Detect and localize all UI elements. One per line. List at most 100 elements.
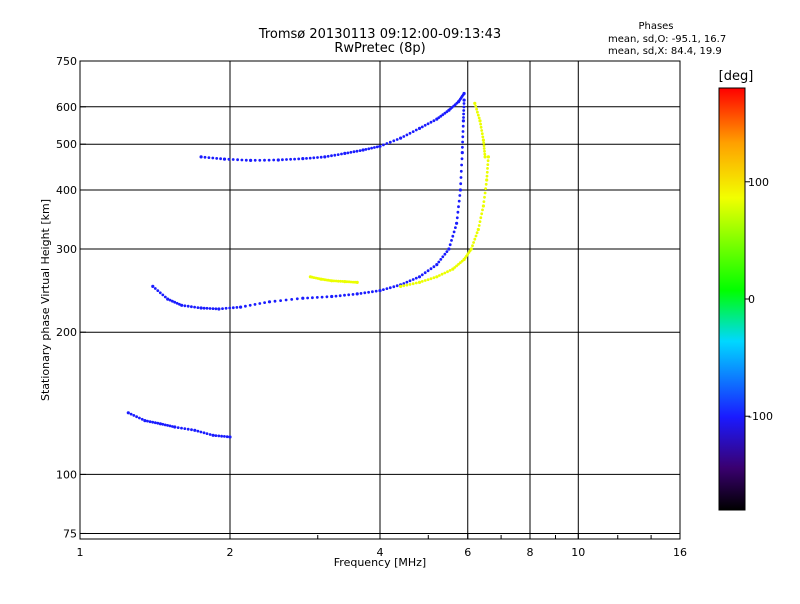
scatter-point	[426, 122, 430, 126]
scatter-point	[483, 191, 487, 195]
scatter-point	[405, 280, 409, 284]
scatter-point	[483, 152, 487, 156]
scatter-point	[332, 279, 336, 283]
scatter-point	[378, 144, 382, 148]
scatter-point	[385, 142, 389, 145]
scatter-point	[472, 241, 475, 244]
scatter-point	[411, 282, 415, 286]
scatter-point	[477, 116, 481, 120]
scatter-point	[486, 163, 490, 167]
scatter-point	[423, 271, 427, 275]
scatter-point	[399, 284, 403, 288]
scatter-point	[367, 147, 371, 151]
scatter-point	[374, 289, 378, 293]
scatter-point	[420, 125, 424, 129]
scatter-point	[263, 301, 266, 304]
scatter-point	[477, 224, 481, 227]
scatter-point	[285, 158, 288, 161]
scatter-point	[305, 157, 308, 160]
scatter-point	[208, 307, 212, 310]
scatter-point	[462, 102, 466, 105]
scatter-point	[140, 417, 144, 421]
scatter-point	[443, 252, 447, 256]
scatter-point	[417, 275, 422, 279]
scatter-point	[196, 429, 200, 433]
scatter-point	[455, 264, 458, 268]
scatter-point	[205, 432, 209, 435]
scatter-point	[420, 273, 424, 277]
scatter-point	[423, 123, 427, 127]
scatter-point	[203, 155, 207, 159]
scatter-point	[334, 294, 338, 298]
scatter-point	[178, 302, 181, 306]
y-tick-label: 600	[56, 101, 77, 114]
scatter-point	[349, 150, 353, 154]
scatter-point	[267, 300, 272, 304]
colorbar-label: [deg]	[719, 69, 754, 84]
scatter-point	[475, 107, 478, 111]
scatter-point	[330, 294, 334, 299]
scatter-point	[183, 304, 187, 308]
x-tick-label: 8	[527, 546, 534, 559]
scatter-point	[311, 296, 314, 300]
scatter-point	[228, 306, 232, 310]
scatter-point	[190, 305, 193, 309]
scatter-point	[481, 135, 485, 139]
scatter-point	[435, 275, 439, 279]
scatter-point	[417, 280, 422, 284]
scatter-point	[258, 302, 262, 305]
scatter-point	[462, 98, 466, 102]
scatter-point	[217, 434, 221, 438]
scatter-point	[359, 292, 363, 295]
scatter-point	[364, 148, 368, 151]
scatter-point	[441, 113, 445, 117]
scatter-point	[301, 296, 305, 300]
scatter-point	[343, 151, 347, 155]
scatter-point	[325, 295, 329, 299]
scatter-point	[330, 154, 333, 158]
scatter-point	[351, 280, 355, 284]
scatter-point	[207, 156, 211, 160]
scatter-point	[193, 428, 197, 432]
scatter-point	[435, 263, 439, 267]
data-points	[126, 91, 490, 439]
scatter-point	[153, 287, 157, 290]
scatter-point	[156, 421, 160, 425]
scatter-point	[231, 158, 235, 161]
scatter-point	[456, 210, 460, 214]
scatter-point	[473, 237, 477, 241]
y-tick-label: 100	[56, 468, 77, 481]
scatter-point	[478, 119, 482, 123]
scatter-point	[336, 279, 340, 283]
scatter-point	[454, 226, 457, 230]
scatter-point	[474, 234, 478, 238]
scatter-point	[457, 199, 461, 203]
scatter-point	[458, 188, 462, 192]
scatter-point	[253, 303, 257, 306]
scatter-point	[432, 119, 436, 123]
scatter-point	[180, 303, 184, 307]
scatter-point	[240, 158, 244, 162]
scatter-point	[319, 155, 323, 159]
scatter-point	[211, 433, 215, 437]
scatter-point	[429, 120, 433, 124]
scatter-point	[437, 260, 441, 264]
scatter-point	[441, 255, 445, 259]
x-tick-label: 1	[77, 546, 84, 559]
scatter-point	[166, 424, 170, 427]
scatter-point	[358, 149, 362, 153]
scatter-point	[363, 291, 367, 295]
scatter-point	[244, 158, 248, 162]
scatter-point	[462, 105, 466, 109]
scatter-point	[392, 139, 396, 143]
scatter-point	[482, 200, 486, 204]
scatter-point	[334, 279, 338, 283]
colorbar-tick-label: 0	[748, 293, 755, 306]
scatter-point	[476, 113, 480, 117]
scatter-point	[402, 284, 406, 288]
y-tick-label: 200	[56, 326, 77, 339]
colorbar-tick-label: -100	[748, 410, 773, 423]
x-axis-label: Frequency [MHz]	[334, 556, 426, 569]
scatter-point	[208, 433, 212, 436]
scatter-point	[448, 269, 452, 272]
